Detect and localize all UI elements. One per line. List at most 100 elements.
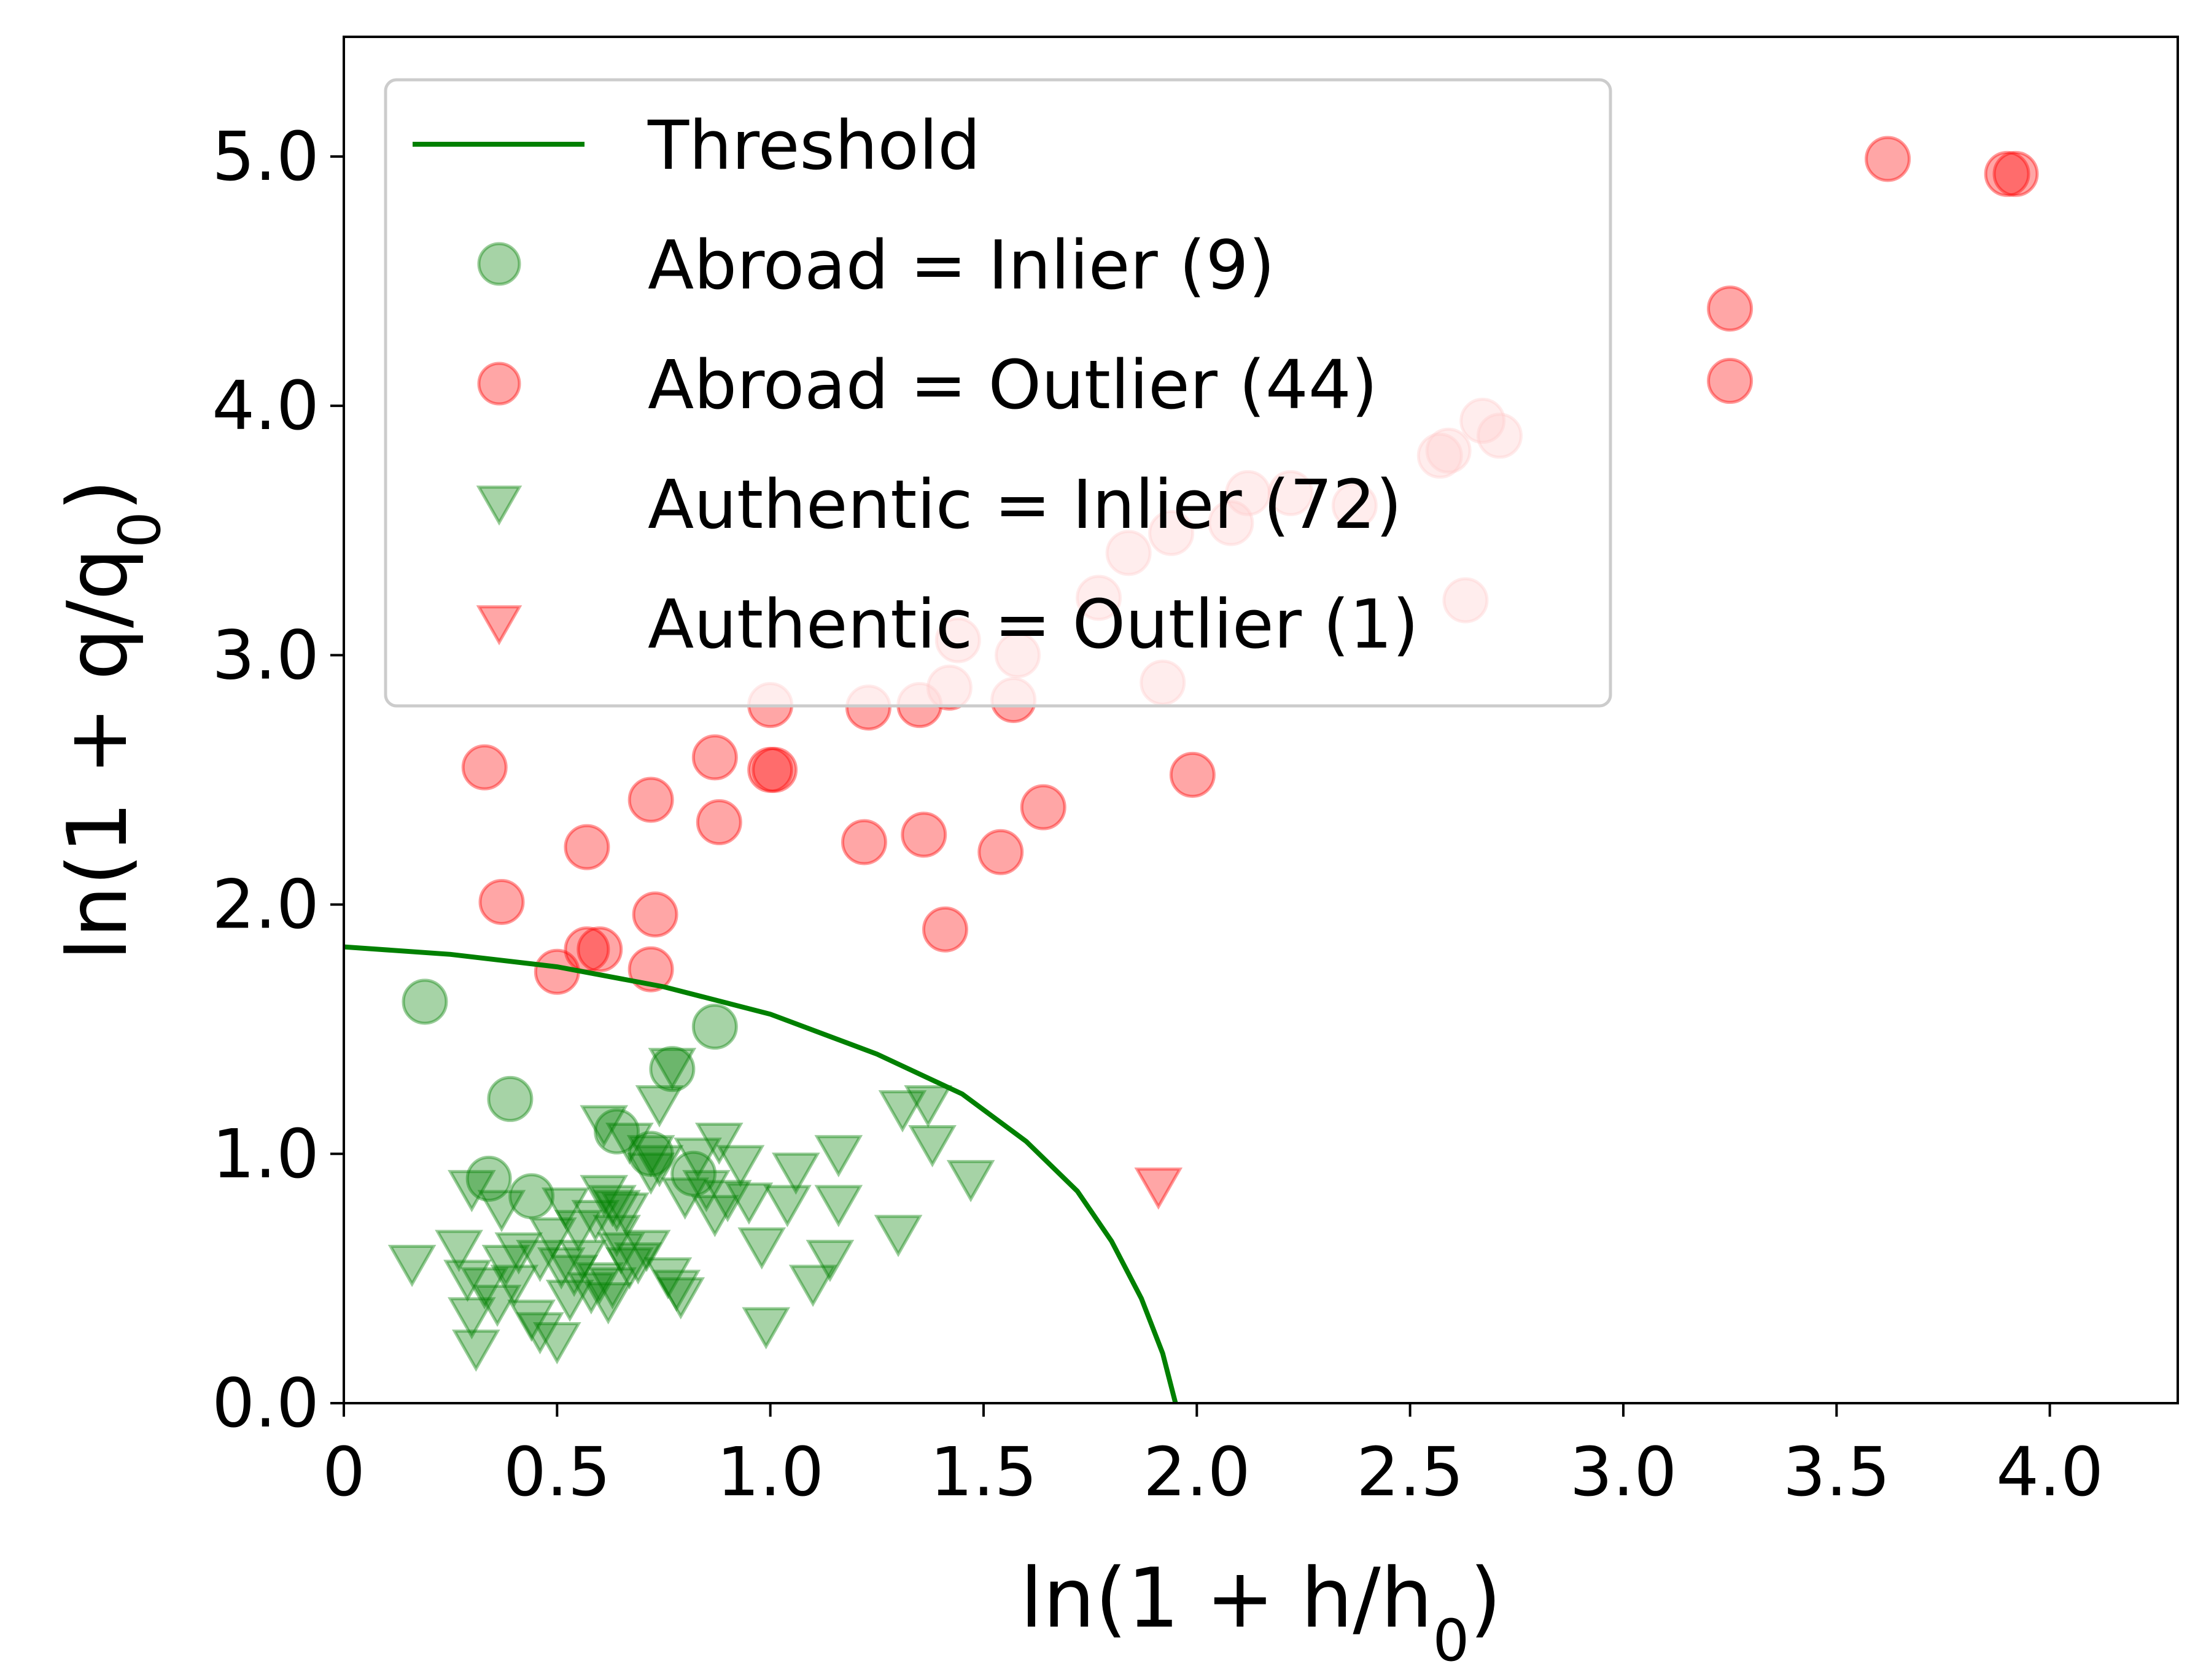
circle-point	[649, 1046, 696, 1093]
triangle-point	[605, 1122, 654, 1165]
legend-entry: Threshold	[413, 106, 981, 185]
triangle-point	[661, 1177, 710, 1220]
triangle-point	[691, 1194, 739, 1237]
x-tick-label: 0	[322, 1433, 365, 1511]
triangle-point	[626, 1152, 675, 1195]
circle-point	[1169, 751, 1216, 798]
triangle-point	[537, 1247, 586, 1290]
triangle-point	[567, 1272, 616, 1315]
triangle-point	[592, 1190, 641, 1233]
triangle-point	[814, 1185, 863, 1228]
threshold-layer	[343, 944, 1178, 1404]
circle-point	[1992, 150, 2039, 197]
triangle-point	[448, 1297, 496, 1340]
triangle-point	[772, 1152, 820, 1195]
circle-point	[977, 829, 1024, 875]
legend-label: Abroad = Outlier (44)	[648, 346, 1378, 424]
legend-box	[384, 78, 1612, 708]
legend: Threshold Abroad = Inlier (9) Abroad = Out…	[384, 78, 1612, 708]
triangle-point	[643, 1257, 693, 1300]
triangle-point	[601, 1192, 650, 1235]
circle-point	[632, 891, 678, 938]
circle-point	[670, 1150, 717, 1197]
x-tick-label: 3.5	[1783, 1433, 1890, 1511]
legend-label: Threshold	[647, 106, 981, 185]
plot-frame	[343, 36, 2179, 1404]
triangle-point	[682, 1170, 731, 1212]
y-tick-label: 1.0	[212, 1115, 319, 1193]
circle-point	[1707, 358, 1754, 405]
triangle-point	[806, 1239, 855, 1282]
circle-point	[627, 776, 674, 823]
triangle-point	[1134, 1167, 1183, 1210]
triangle-point	[443, 1260, 492, 1303]
triangle-point	[516, 1239, 564, 1282]
circle-point	[402, 978, 448, 1025]
circle-point	[564, 824, 610, 870]
circle-point	[752, 746, 798, 793]
triangle-point	[588, 1185, 637, 1228]
series-3	[1134, 1167, 1183, 1210]
legend-entry: Abroad = Inlier (9)	[477, 226, 1275, 304]
legend-marker-swatch	[476, 486, 522, 526]
triangle-point	[648, 1048, 697, 1090]
x-tick-label: 2.5	[1356, 1433, 1464, 1511]
legend-marker-swatch	[476, 605, 522, 646]
triangle-point	[490, 1264, 539, 1307]
triangle-point	[550, 1255, 599, 1298]
triangle-point	[533, 1322, 581, 1365]
triangle-point	[652, 1269, 701, 1312]
triangle-point	[878, 1090, 927, 1132]
triangle-point	[635, 1145, 684, 1188]
triangle-point	[716, 1145, 765, 1188]
triangle-point	[592, 1215, 641, 1258]
triangle-point	[737, 1227, 786, 1270]
circle-point	[461, 744, 508, 791]
legend-entry: Authentic = Outlier (1)	[476, 585, 1419, 664]
triangle-point	[724, 1182, 774, 1225]
y-tick-label: 3.0	[212, 616, 319, 694]
triangle-point	[448, 1170, 496, 1212]
circle-point	[487, 1075, 534, 1122]
axes: 0 0.5 1.0 1.5 2.0 2.5 3.0 3.5 4.0 0.0 1.0 2.0 3.0 4.0…	[50, 36, 2179, 1674]
legend-label: Authentic = Inlier (72)	[648, 465, 1402, 544]
triangle-point	[571, 1199, 620, 1242]
triangle-point	[435, 1229, 483, 1272]
triangle-point	[575, 1262, 624, 1305]
series-0	[402, 978, 738, 1220]
y-tick-label: 0.0	[212, 1364, 319, 1442]
series-2	[387, 1048, 995, 1372]
circle-point	[1865, 136, 1911, 182]
triangle-point	[516, 1312, 564, 1355]
circle-point	[594, 1108, 640, 1155]
circle-point	[696, 799, 742, 846]
circle-point	[577, 926, 623, 973]
circle-point	[901, 811, 947, 858]
circle-point	[691, 734, 738, 781]
triangle-point	[674, 1137, 722, 1180]
threshold-line	[343, 944, 1178, 1404]
x-tick-label: 0.5	[503, 1433, 611, 1511]
triangle-point	[904, 1085, 952, 1128]
triangle-point	[946, 1159, 995, 1202]
triangle-point	[460, 1267, 509, 1310]
triangle-point	[473, 1285, 522, 1327]
circle-point	[1707, 285, 1754, 332]
triangle-point	[529, 1217, 577, 1260]
triangle-point	[626, 1135, 675, 1178]
triangle-point	[588, 1267, 637, 1310]
triangle-point	[387, 1245, 437, 1287]
legend-entry: Authentic = Inlier (72)	[476, 465, 1402, 544]
triangle-point	[763, 1185, 812, 1228]
circle-point	[1984, 150, 2030, 197]
y-tick-label: 5.0	[212, 117, 319, 196]
circle-point	[508, 1173, 555, 1220]
triangle-point	[477, 1190, 526, 1233]
x-tick-label: 4.0	[1996, 1433, 2103, 1511]
circle-point	[627, 1131, 674, 1177]
triangle-point	[554, 1210, 603, 1252]
circle-point	[465, 1155, 512, 1202]
y-axis-title: ln(1 + q/q0)	[50, 479, 174, 961]
x-tick-label: 3.0	[1569, 1433, 1677, 1511]
